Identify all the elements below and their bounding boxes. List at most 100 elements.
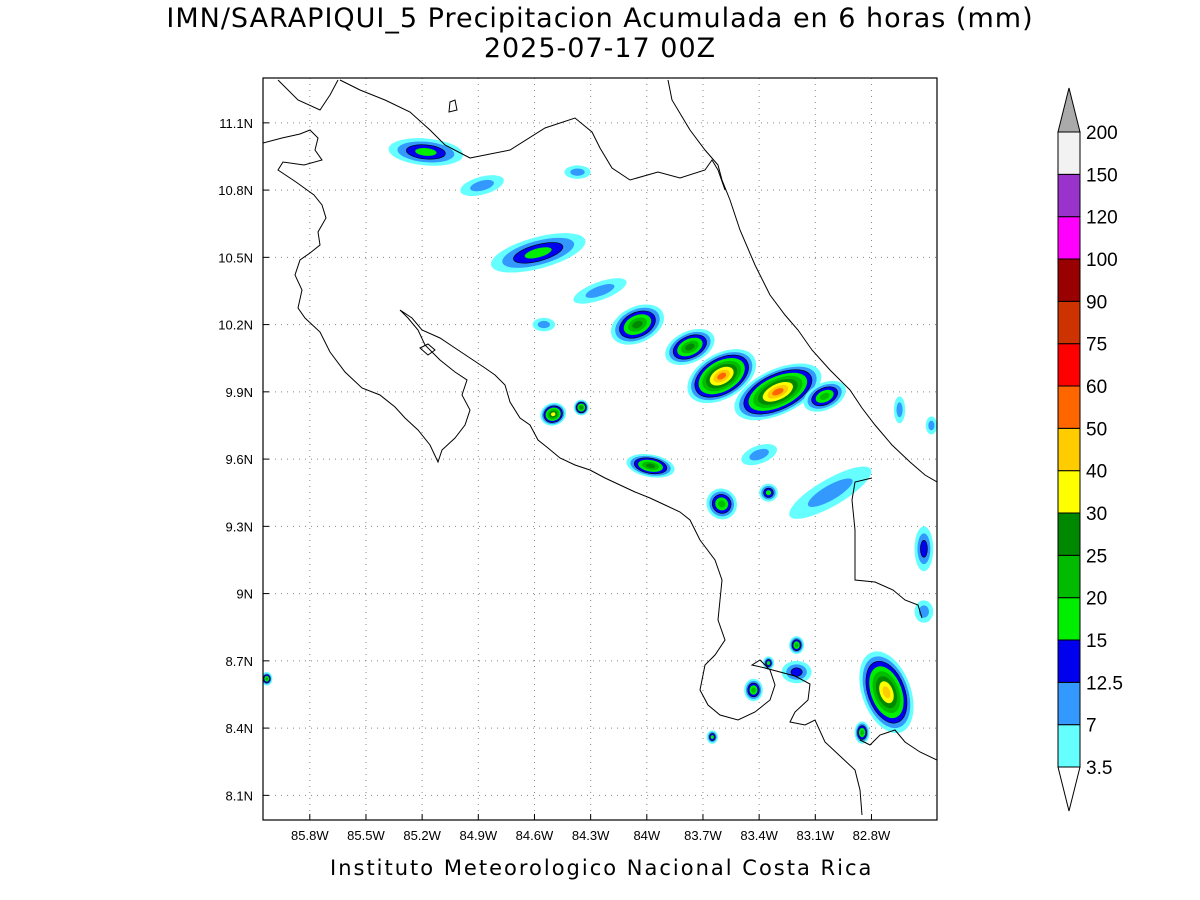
precip-contour: [717, 372, 727, 380]
precip-cell: [803, 380, 846, 412]
colorbar: 3.5 7 12.5 15 20 25 30 40 50 60 75 90 100 120 150 200: [1057, 87, 1123, 812]
colorbar-label: 90: [1086, 292, 1107, 313]
lon-tick-label: 84.3W: [572, 828, 610, 843]
precip-contour: [685, 343, 695, 351]
colorbar-label: 25: [1086, 546, 1107, 567]
lat-tick-label: 8.1N: [226, 788, 253, 803]
lon-tick-label: 84W: [633, 828, 660, 843]
colorbar-top-arrow: [1057, 87, 1081, 133]
precip-cell: [460, 175, 504, 197]
precip-cell: [706, 730, 718, 744]
precip-contour: [765, 490, 772, 496]
lat-tick-label: 8.7N: [226, 654, 253, 669]
border-panama: [851, 477, 937, 761]
lat-tick-label: 9N: [236, 587, 253, 602]
precip-cell: [610, 304, 665, 345]
colorbar-label: 40: [1086, 462, 1107, 483]
precip-contour: [751, 687, 756, 693]
colorbar-label: 100: [1086, 250, 1118, 271]
precip-contour: [896, 402, 903, 418]
colorbar-swatch: [1057, 681, 1081, 726]
colorbar-swatch: [1057, 343, 1081, 387]
precip-contour: [749, 448, 769, 461]
precip-contour: [632, 320, 643, 329]
precip-cell: [741, 444, 777, 466]
precip-cell: [854, 721, 870, 744]
lat-tick-label: 11.1N: [219, 116, 253, 131]
coastline-pacific-north: [263, 79, 863, 816]
island-gulf-nicoya: [419, 99, 458, 356]
colorbar-swatch: [1057, 639, 1081, 683]
colorbar-label: 3.5: [1086, 758, 1112, 779]
colorbar-label: 15: [1086, 631, 1107, 652]
precip-cell: [573, 399, 589, 416]
colorbar-swatch: [1057, 258, 1081, 302]
precip-cell: [789, 636, 805, 655]
colorbar-swatch: [1057, 173, 1081, 218]
colorbar-bottom-arrow: [1057, 766, 1081, 812]
precip-contour: [920, 540, 928, 558]
precip-cell: [687, 349, 757, 404]
lon-tick-label: 82.8W: [853, 828, 891, 843]
precip-cell: [573, 278, 627, 304]
lat-tick-label: 8.4N: [226, 721, 253, 736]
lon-tick-label: 84.6W: [516, 828, 554, 843]
precip-contour: [710, 735, 714, 739]
precip-contour: [819, 392, 830, 400]
plot-frame: [262, 77, 938, 821]
precip-cell: [665, 328, 715, 366]
precip-contour: [772, 388, 784, 396]
precip-contour: [807, 478, 853, 507]
lon-tick-label: 83.7W: [684, 828, 722, 843]
precip-cell: [914, 526, 934, 572]
precip-cell: [388, 138, 464, 166]
precip-cell: [626, 453, 675, 478]
precip-cell: [859, 651, 914, 734]
colorbar-label: 20: [1086, 589, 1107, 610]
lon-tick-label: 83.1W: [797, 828, 835, 843]
precip-cell: [491, 233, 586, 273]
lat-tick-label: 9.3N: [226, 519, 253, 534]
precip-cell: [789, 466, 872, 519]
precip-contour: [766, 661, 771, 666]
precip-contour: [551, 412, 556, 417]
lon-tick-label: 85.2W: [403, 828, 441, 843]
precipitation-field: [263, 138, 937, 744]
precip-contour: [524, 247, 552, 259]
colorbar-label: 7: [1086, 716, 1097, 737]
lat-tick-label: 10.2N: [218, 318, 253, 333]
colorbar-swatch: [1057, 385, 1081, 429]
colorbar-label: 150: [1086, 165, 1118, 186]
axis-labels: 85.8W 85.5W 85.2W 84.9W 84.6W 84.3W 84W 83.7W 83…: [218, 116, 891, 843]
precip-contour: [645, 463, 656, 469]
colorbar-swatch: [1057, 131, 1081, 175]
precip-cell: [564, 165, 591, 179]
precip-cell: [263, 672, 273, 686]
colorbar-label: 12.5: [1086, 673, 1123, 694]
colorbar-label: 200: [1086, 123, 1118, 144]
lat-tick-label: 10.5N: [218, 250, 253, 265]
colorbar-label: 30: [1086, 504, 1107, 525]
precip-cell: [781, 660, 812, 684]
precip-contour: [585, 283, 615, 298]
precip-cell: [759, 483, 778, 502]
colorbar-swatch: [1057, 597, 1081, 641]
precip-cell: [706, 488, 737, 520]
precip-contour: [265, 677, 269, 681]
coastline-lake-nicaragua-shore: [339, 79, 726, 191]
precip-contour: [882, 686, 891, 699]
precip-contour: [790, 667, 803, 677]
colorbar-label: 120: [1086, 208, 1118, 229]
precip-contour: [415, 148, 437, 156]
precip-cell: [893, 396, 906, 424]
lon-tick-label: 84.9W: [460, 828, 498, 843]
precip-cell: [532, 317, 556, 332]
colorbar-swatch: [1057, 300, 1081, 345]
colorbar-label: 60: [1086, 377, 1107, 398]
precip-contour: [794, 643, 799, 648]
chart-subtitle-date: 2025-07-17 00Z: [483, 33, 717, 64]
coastline: [263, 79, 937, 816]
precip-contour: [470, 179, 494, 192]
colorbar-swatch: [1057, 470, 1081, 514]
